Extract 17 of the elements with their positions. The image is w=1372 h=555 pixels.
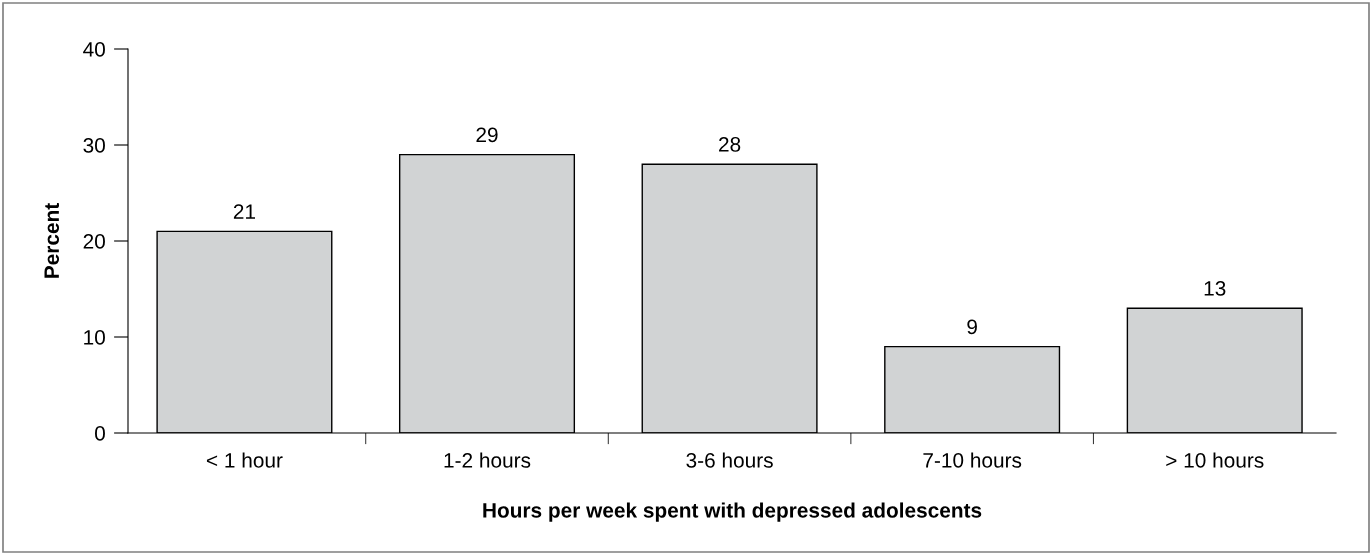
y-tick-label: 0 [95, 426, 105, 441]
data-label: 28 [719, 137, 741, 152]
x-axis-title: Hours per week spent with depressed adolescents [483, 502, 982, 522]
x-tick-label: 1-2 hours [444, 452, 531, 468]
data-label: 29 [476, 127, 498, 143]
data-label: 21 [233, 204, 255, 219]
x-tick-label: > 10 hours [1166, 452, 1264, 468]
y-tick-label: 40 [83, 42, 105, 57]
data-label: 9 [967, 319, 977, 335]
y-tick-label: 10 [84, 330, 105, 345]
y-axis-title: Percent [44, 203, 60, 278]
y-tick-label: 30 [83, 138, 105, 153]
x-tick-label: 3-6 hours [686, 452, 773, 468]
x-tick-label: < 1 hour [206, 452, 283, 468]
x-tick-label: 7-10 hours [923, 452, 1022, 468]
data-label: 13 [1204, 281, 1226, 296]
y-tick-label: 20 [83, 234, 105, 249]
